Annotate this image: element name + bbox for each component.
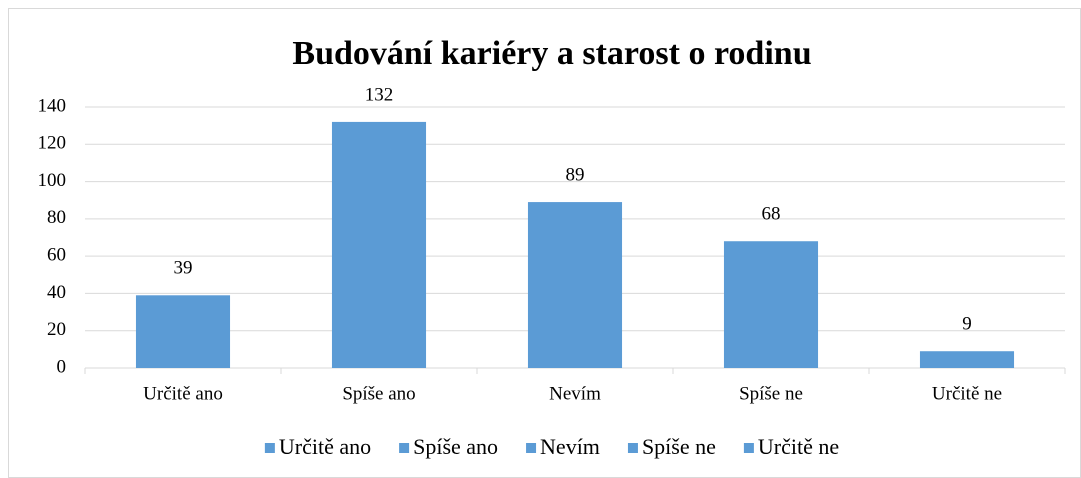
legend-marker — [627, 443, 638, 453]
y-tick-label: 140 — [38, 95, 67, 116]
legend-marker — [399, 443, 410, 453]
legend-marker — [526, 443, 537, 453]
data-label: 9 — [962, 314, 972, 335]
x-tick-label: Spíše ne — [739, 383, 803, 404]
legend-marker — [743, 443, 754, 453]
bar — [723, 241, 819, 368]
y-tick-label: 100 — [38, 170, 67, 191]
bar — [135, 295, 231, 368]
y-tick-label: 20 — [47, 319, 66, 340]
data-label: 68 — [762, 204, 781, 225]
bar — [919, 351, 1015, 368]
bar — [331, 121, 427, 369]
y-tick-label: 120 — [38, 133, 67, 154]
data-label: 132 — [365, 84, 394, 105]
chart-title: Budování kariéry a starost o rodinu — [292, 35, 811, 72]
y-tick-label: 60 — [47, 245, 66, 266]
y-tick-label: 0 — [57, 356, 67, 377]
x-tick-label: Určitě ano — [143, 383, 223, 404]
x-tick-label: Spíše ano — [342, 383, 415, 404]
x-tick-label: Nevím — [549, 383, 601, 404]
legend-label: Určitě ne — [758, 434, 839, 459]
legend-label: Spíše ne — [642, 434, 716, 459]
y-tick-label: 40 — [47, 282, 66, 303]
legend-label: Určitě ano — [279, 434, 371, 459]
legend-label: Nevím — [540, 434, 600, 459]
x-tick-label: Určitě ne — [932, 383, 1002, 404]
data-label: 39 — [174, 258, 193, 279]
bar — [527, 202, 623, 368]
legend-label: Spíše ano — [413, 434, 498, 459]
legend-marker — [264, 443, 275, 453]
y-tick-label: 80 — [47, 207, 66, 228]
data-label: 89 — [566, 164, 585, 185]
